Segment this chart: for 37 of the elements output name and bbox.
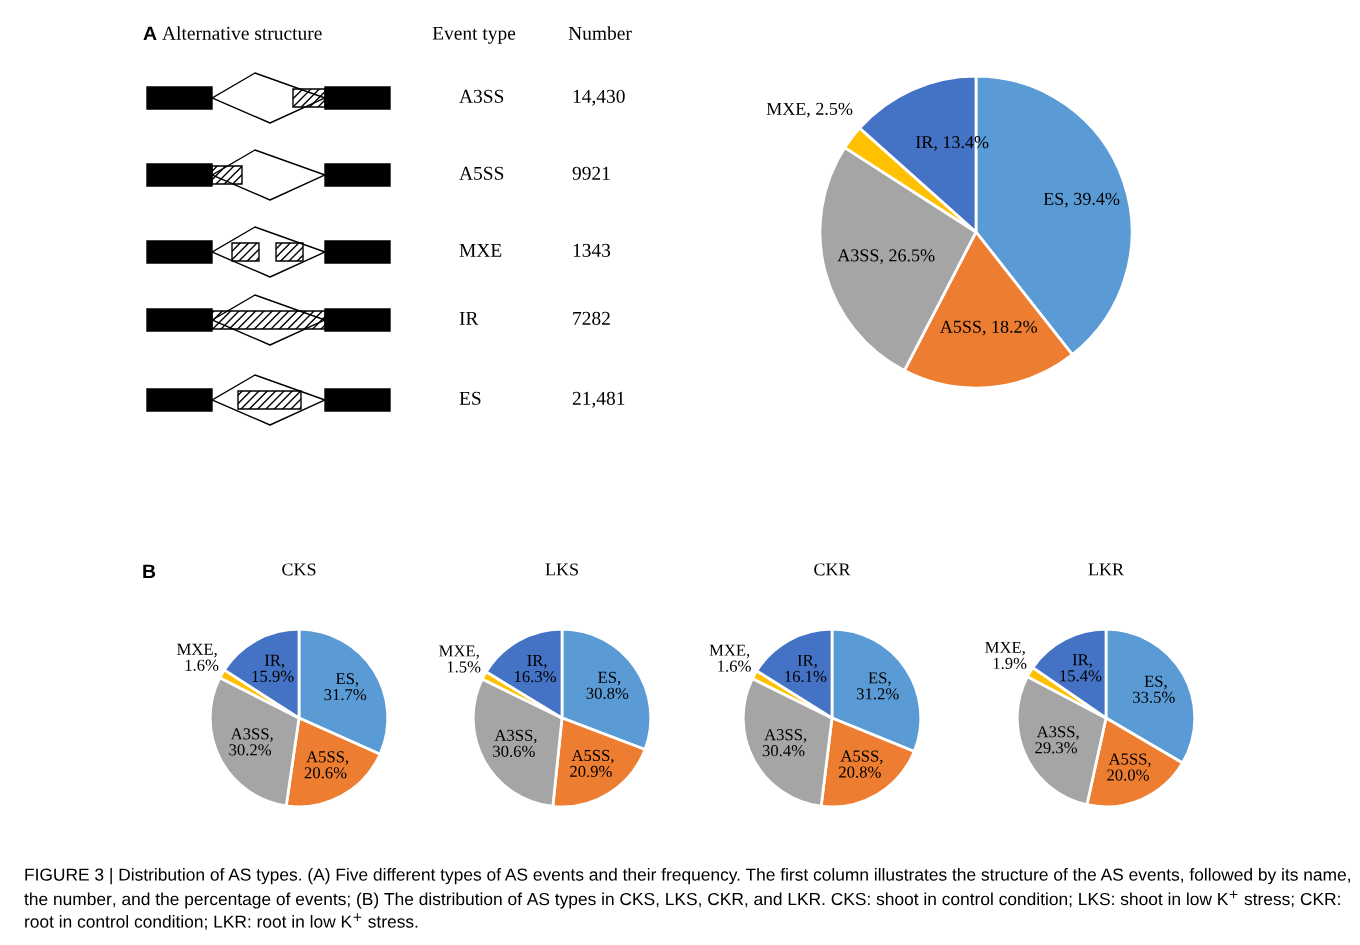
text: 21,481 — [572, 391, 625, 408]
data-label: , 18.2% — [982, 320, 1038, 336]
slice-label: A3SS — [1036, 726, 1075, 738]
slice-label: A5SS — [940, 320, 981, 333]
text: 9921 — [572, 166, 610, 180]
slice-label: A5SS — [571, 749, 610, 762]
data-label: , 39.4% — [1064, 192, 1120, 208]
text: 1343 — [573, 243, 611, 257]
text: A3SS — [459, 89, 504, 103]
text: Number — [568, 26, 632, 40]
slice-label: IR — [527, 655, 544, 667]
slice-label: MXE — [766, 102, 806, 115]
slice-label: ES — [1043, 192, 1064, 205]
text: FIGURE 3 | Distribution of AS types. (A) Five different types of AS events and their frequency. The first column illustrates the structure of the AS events, followed by its name, the number, and the percentage of events; (B) The distribution of AS types in CKS, LKS, CKR, and LKR. CKS: shoot in control condition; LKS: shoot in low K$^{+}$ stress; CKR: root in control condition; LKR: root in low K$^{+}$ stress. — [24, 868, 1350, 930]
chart-title: CKR — [814, 563, 851, 576]
text: A5SS — [459, 166, 504, 180]
slice-label: A3SS — [837, 249, 879, 262]
data-label: , 26.5% — [880, 249, 935, 265]
text: Alternative structure — [162, 26, 322, 40]
chart-title: CKS — [282, 563, 316, 576]
slice-label: A3SS — [494, 729, 533, 741]
chart-title: LKR — [1088, 563, 1125, 576]
data-label: , 2.5% — [807, 102, 853, 118]
slice-label: MXE — [985, 641, 1021, 653]
text: 7282 — [573, 311, 610, 325]
slice-label: ES — [598, 671, 616, 683]
chart-title: LKS — [545, 563, 578, 576]
text: A — [143, 26, 157, 41]
text: B — [143, 564, 156, 579]
text: ES — [459, 391, 481, 405]
text: 14,430 — [573, 89, 625, 106]
slice-label: IR — [797, 654, 814, 666]
slice-label: A3SS — [764, 729, 802, 741]
text: MXE — [459, 243, 502, 257]
slice-label: IR — [915, 136, 934, 149]
text: Event type — [432, 26, 516, 44]
text: IR — [459, 311, 479, 325]
